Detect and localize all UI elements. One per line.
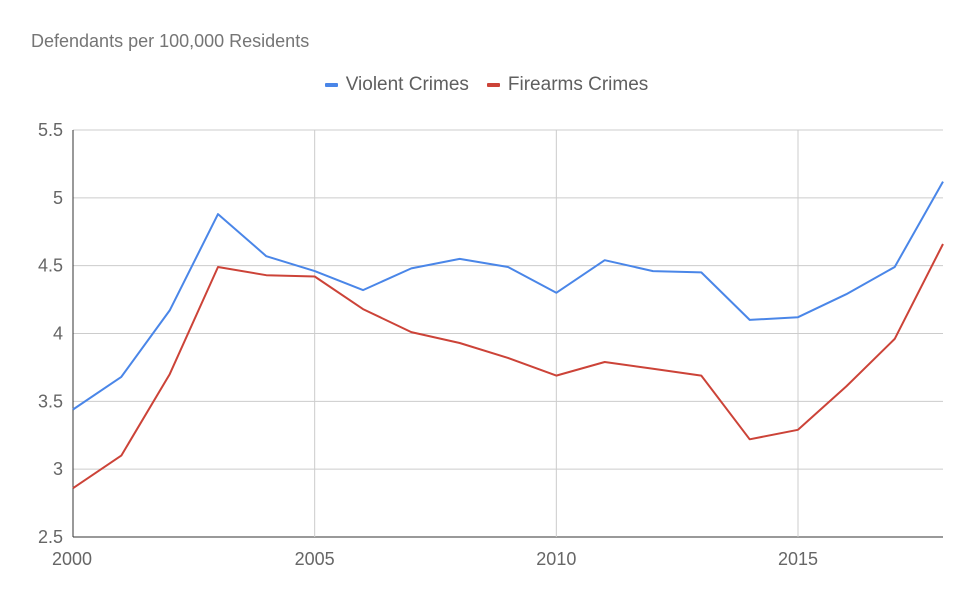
chart-title: Defendants per 100,000 Residents bbox=[31, 31, 310, 51]
y-tick-label: 4.5 bbox=[38, 256, 63, 276]
series-lines bbox=[72, 181, 944, 490]
legend-swatch-violent bbox=[324, 83, 338, 87]
legend-item-violent[interactable]: Violent Crimes bbox=[324, 74, 469, 96]
series-line-firearms-crimes[interactable] bbox=[72, 243, 944, 490]
legend-swatch-firearms bbox=[486, 83, 500, 87]
x-tick-label: 2005 bbox=[295, 549, 335, 569]
y-axis-tick-labels: 2.5 3 3.5 4 4.5 5 5.5 bbox=[38, 120, 63, 547]
series-line-violent-crimes[interactable] bbox=[72, 181, 944, 411]
legend-label-violent: Violent Crimes bbox=[345, 74, 469, 95]
legend-label-firearms: Firearms Crimes bbox=[507, 74, 649, 95]
y-tick-label: 5.5 bbox=[38, 120, 63, 140]
y-tick-label: 2.5 bbox=[38, 527, 63, 547]
x-axis-tick-labels: 2000 2005 2010 2015 bbox=[52, 549, 818, 569]
legend-item-firearms[interactable]: Firearms Crimes bbox=[486, 74, 649, 96]
y-tick-label: 4 bbox=[53, 324, 63, 344]
grid-lines bbox=[72, 129, 943, 538]
y-tick-label: 5 bbox=[53, 188, 63, 208]
x-tick-label: 2015 bbox=[778, 549, 818, 569]
y-tick-label: 3 bbox=[53, 459, 63, 479]
x-tick-label: 2010 bbox=[536, 549, 576, 569]
legend: Violent Crimes Firearms Crimes bbox=[0, 74, 973, 96]
x-tick-label: 2000 bbox=[52, 549, 92, 569]
y-tick-label: 3.5 bbox=[38, 391, 63, 411]
